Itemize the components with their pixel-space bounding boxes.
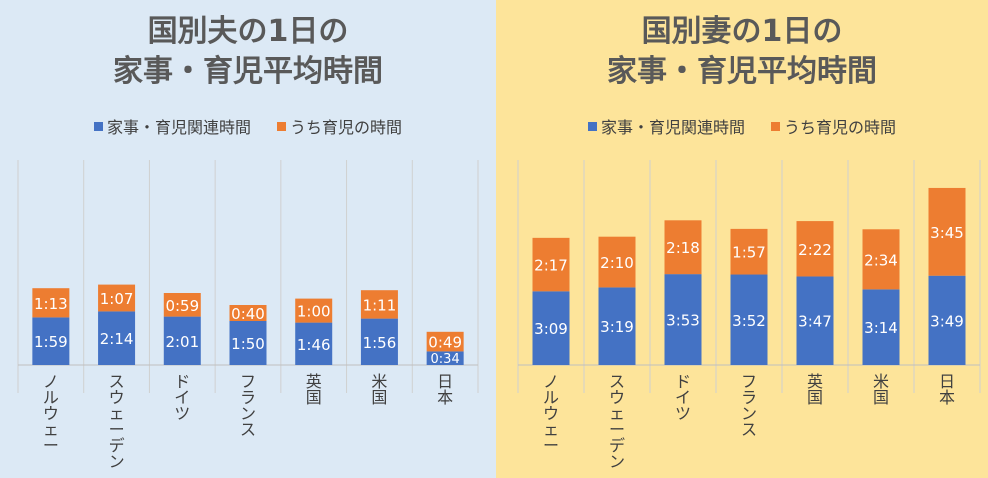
data-label-childcare: 3:45 <box>930 224 964 242</box>
wife-title-line-2: 家事・育児平均時間 <box>607 54 877 89</box>
bar-childcare <box>862 229 900 290</box>
bar-childcare <box>360 290 398 319</box>
bar-housework <box>862 289 900 365</box>
data-label-housework: 2:14 <box>100 330 134 348</box>
bar-housework <box>32 317 70 365</box>
category-label: 日本 <box>437 372 453 407</box>
bar-childcare <box>163 293 201 317</box>
data-label-childcare: 0:49 <box>428 334 462 352</box>
data-label-housework: 3:47 <box>798 313 832 331</box>
category-label: 英国 <box>306 372 322 407</box>
bar-childcare <box>32 288 70 318</box>
housework-swatch-icon <box>587 121 597 131</box>
bar-childcare <box>598 236 636 288</box>
bar-housework <box>426 351 464 365</box>
category-label: 米国 <box>371 372 387 407</box>
data-label-childcare: 2:10 <box>600 254 634 272</box>
bar-housework <box>295 322 333 365</box>
husband-chart-title: 国別夫の1日の 家事・育児平均時間 <box>0 12 496 92</box>
husband-legend-housework: 家事・育児関連時間 <box>93 114 251 138</box>
bar-housework <box>163 316 201 365</box>
bar-housework <box>229 321 267 365</box>
bar-childcare <box>664 220 702 275</box>
category-label: ノルウェー <box>43 372 59 455</box>
category-label: 日本 <box>939 372 955 407</box>
category-label: スウェーデン <box>109 372 125 471</box>
bar-housework <box>360 318 398 365</box>
bar-childcare <box>796 221 834 277</box>
bar-housework <box>598 287 636 365</box>
data-label-childcare: 0:59 <box>165 297 199 315</box>
bar-housework <box>98 311 136 365</box>
data-label-housework: 3:53 <box>666 312 700 330</box>
childcare-swatch-icon <box>771 121 780 131</box>
category-label: スウェーデン <box>609 372 625 471</box>
category-label: 英国 <box>807 372 823 407</box>
wife-chart-title: 国別妻の1日の 家事・育児平均時間 <box>496 12 988 92</box>
wife-legend-childcare: うち育児の時間 <box>771 114 896 138</box>
data-label-housework: 3:52 <box>732 312 766 330</box>
data-label-childcare: 0:40 <box>231 305 265 323</box>
wife-legend-housework: 家事・育児関連時間 <box>587 114 745 138</box>
childcare-swatch-icon <box>277 121 286 131</box>
data-label-childcare: 1:57 <box>732 244 766 262</box>
category-label: 米国 <box>873 372 889 407</box>
bar-housework <box>532 291 570 365</box>
bar-childcare <box>295 298 333 323</box>
husband-legend-childcare-label: うち育児の時間 <box>290 118 403 137</box>
data-label-childcare: 1:00 <box>297 303 331 321</box>
husband-legend: 家事・育児関連時間 うち育児の時間 <box>0 114 496 138</box>
data-label-housework: 0:34 <box>431 352 460 367</box>
data-label-housework: 1:50 <box>231 335 265 353</box>
bar-childcare <box>229 305 267 321</box>
data-label-childcare: 2:22 <box>798 241 832 259</box>
bar-childcare <box>928 187 966 276</box>
category-label: ノルウェー <box>543 372 559 455</box>
bar-housework <box>730 274 768 365</box>
data-label-childcare: 1:11 <box>363 296 397 314</box>
bar-childcare <box>532 237 570 292</box>
bar-housework <box>664 274 702 365</box>
category-label: フランス <box>240 372 256 439</box>
data-label-housework: 2:01 <box>165 333 199 351</box>
husband-title-line-2: 家事・育児平均時間 <box>113 54 383 89</box>
bar-childcare <box>426 331 464 352</box>
husband-chart-panel: 国別夫の1日の 家事・育児平均時間 家事・育児関連時間 うち育児の時間 <box>0 0 496 478</box>
data-label-housework: 1:56 <box>363 334 397 352</box>
data-label-housework: 1:46 <box>297 336 331 354</box>
wife-legend-housework-label: 家事・育児関連時間 <box>600 118 745 137</box>
husband-title-line-1: 国別夫の1日の <box>147 14 349 49</box>
data-label-housework: 3:09 <box>534 320 568 338</box>
category-label: フランス <box>741 372 757 439</box>
wife-legend-childcare-label: うち育児の時間 <box>784 118 897 137</box>
bar-housework <box>928 275 966 365</box>
wife-legend: 家事・育児関連時間 うち育児の時間 <box>496 114 988 138</box>
husband-legend-childcare: うち育児の時間 <box>277 114 402 138</box>
husband-legend-housework-label: 家事・育児関連時間 <box>106 118 251 137</box>
data-label-housework: 3:49 <box>930 312 964 330</box>
data-label-childcare: 2:17 <box>534 257 568 275</box>
data-label-childcare: 2:18 <box>666 239 700 257</box>
data-label-childcare: 1:13 <box>34 295 68 313</box>
data-label-housework: 3:19 <box>600 318 634 336</box>
category-label: ドイツ <box>174 372 190 423</box>
bar-childcare <box>730 228 768 275</box>
wife-title-line-1: 国別妻の1日の <box>641 14 843 49</box>
data-label-housework: 3:14 <box>864 319 898 337</box>
bar-housework <box>796 276 834 365</box>
data-label-housework: 1:59 <box>34 333 68 351</box>
data-label-childcare: 2:34 <box>864 251 898 269</box>
bar-childcare <box>98 284 136 312</box>
data-label-childcare: 1:07 <box>100 290 134 308</box>
category-label: ドイツ <box>675 372 691 423</box>
housework-swatch-icon <box>93 121 103 131</box>
